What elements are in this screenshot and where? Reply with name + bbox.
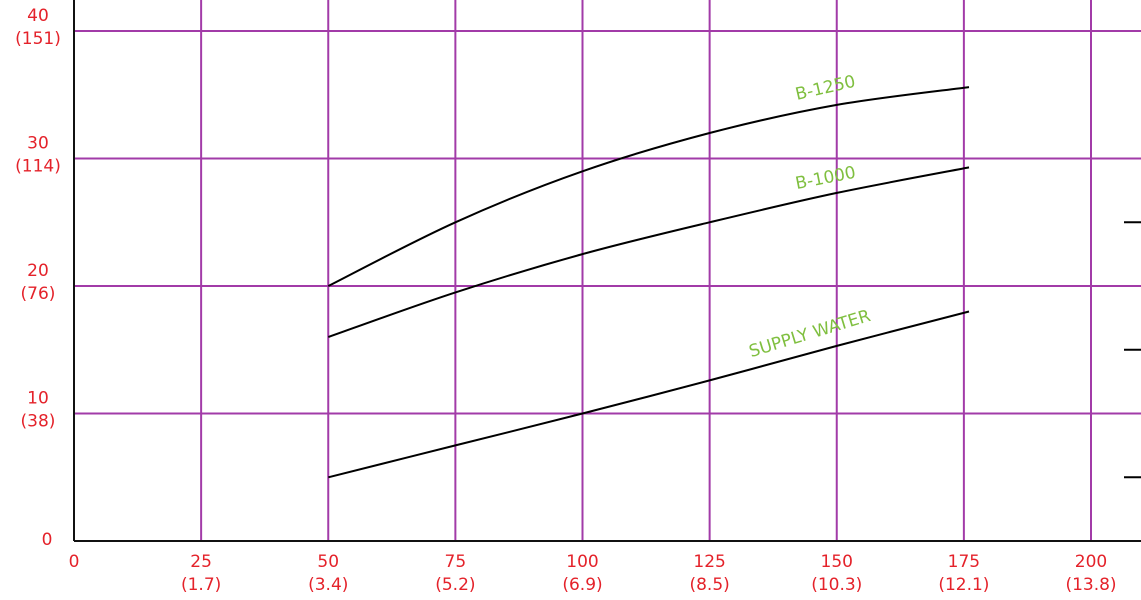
x-tick-sublabel-200: (13.8) [1065,575,1116,595]
x-tick-label-150: 150 [821,552,853,572]
series-lines [327,86,970,479]
x-tick-label-25: 25 [190,552,212,572]
x-tick-sublabel-150: (10.3) [811,575,862,595]
axes [73,0,1141,542]
y-tick-label-20: 20 [27,261,49,281]
y-tick-sublabel-20: (76) [21,284,56,304]
y-tick-label-0: 0 [42,530,53,550]
tick-labels: 0 25(1.7)50(3.4)75(5.2)100(6.9)125(8.5)15… [15,6,1116,595]
y-tick-sublabel-40: (151) [15,29,61,49]
x-tick-label-100: 100 [566,552,598,572]
x-tick-sublabel-50: (3.4) [308,575,348,595]
series-line-supply-water [328,310,970,479]
x-tick-label-125: 125 [693,552,725,572]
series-label-b-1250: B-1250 [793,72,857,105]
x-tick-label-175: 175 [948,552,980,572]
gridlines [74,0,1141,541]
y-tick-label-10: 10 [27,389,49,409]
x-tick-sublabel-125: (8.5) [689,575,729,595]
y-tick-label-40: 40 [27,6,49,26]
x-tick-sublabel-100: (6.9) [562,575,602,595]
series-line-b-1250 [327,86,970,287]
y-tick-sublabel-30: (114) [15,157,61,177]
x-tick-label-0: 0 [69,552,80,572]
x-tick-label-200: 200 [1075,552,1107,572]
x-tick-sublabel-25: (1.7) [181,575,221,595]
x-tick-label-50: 50 [317,552,339,572]
right-edge-ticks [1124,221,1141,479]
series-label-b-1000: B-1000 [794,163,858,194]
series-line-b-1000 [327,166,970,338]
y-tick-sublabel-10: (38) [21,412,56,432]
x-tick-sublabel-175: (12.1) [938,575,989,595]
x-tick-label-75: 75 [445,552,467,572]
y-tick-label-30: 30 [27,134,49,154]
x-tick-sublabel-75: (5.2) [435,575,475,595]
